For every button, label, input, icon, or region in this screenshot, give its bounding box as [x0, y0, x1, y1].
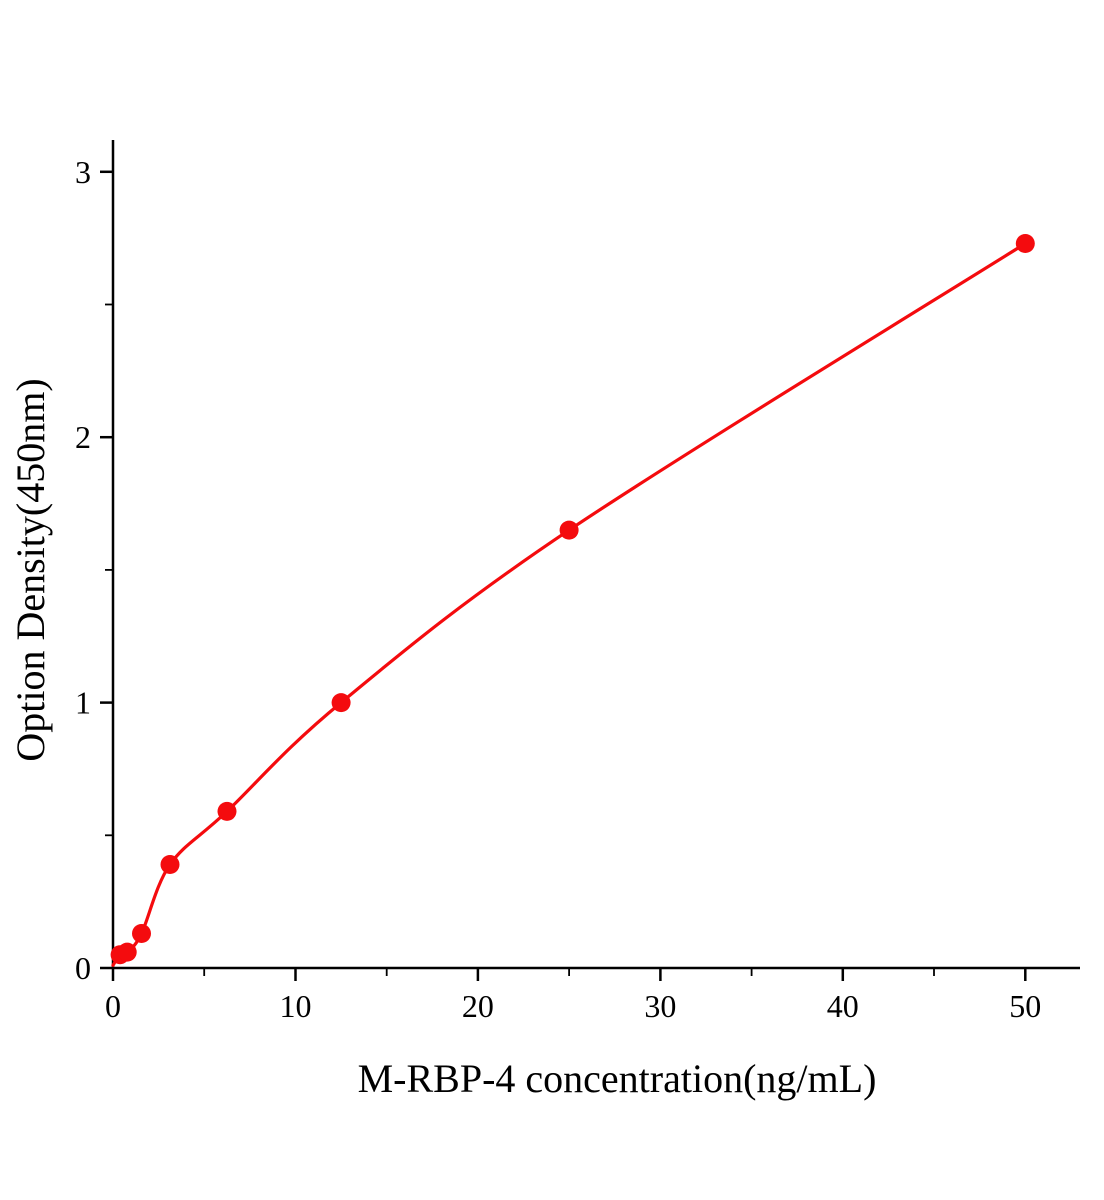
y-tick-label: 3: [75, 154, 91, 190]
y-tick-label: 1: [75, 685, 91, 721]
x-axis-title: M-RBP-4 concentration(ng/mL): [358, 1056, 877, 1101]
y-axis-title: Option Density(450nm): [8, 378, 53, 761]
data-point: [132, 924, 151, 943]
data-point: [559, 520, 579, 540]
data-point: [331, 693, 351, 713]
x-tick-label: 50: [1009, 988, 1041, 1024]
data-point: [117, 942, 137, 962]
x-tick-label: 20: [462, 988, 494, 1024]
fit-curve: [111, 241, 1027, 967]
data-point: [1015, 234, 1035, 253]
y-tick-label: 0: [75, 950, 91, 986]
y-tick-label: 2: [75, 419, 91, 455]
x-tick-label: 0: [105, 988, 121, 1024]
x-tick-label: 10: [280, 988, 312, 1024]
data-point: [217, 801, 237, 821]
plot-area: 0 10 20 30 40 50 0 1 2 3: [75, 140, 1080, 1024]
data-point: [160, 855, 180, 874]
x-tick-label: 40: [827, 988, 859, 1024]
x-tick-label: 30: [644, 988, 676, 1024]
